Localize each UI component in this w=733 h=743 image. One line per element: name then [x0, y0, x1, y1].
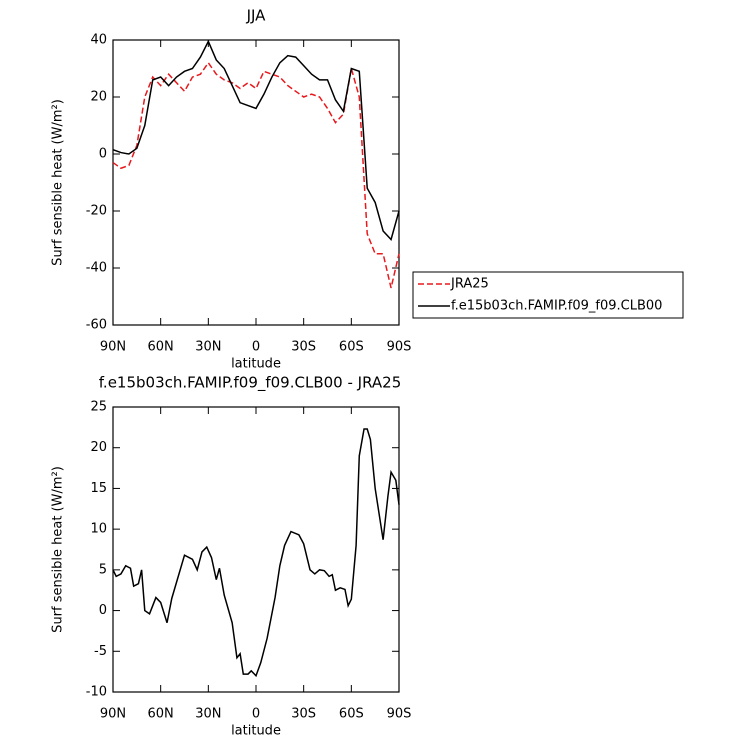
- plot-frame: [112, 39, 400, 326]
- y-tick-label: 5: [99, 562, 107, 577]
- y-tick-label: -5: [94, 644, 107, 659]
- x-tick-label: 90N: [100, 707, 126, 722]
- y-tick-label: 40: [90, 33, 107, 48]
- x-tick-label: 30S: [291, 340, 316, 355]
- legend-label: f.e15b03ch.FAMIP.f09_f09.CLB00: [451, 299, 662, 314]
- x-tick-label: 60S: [339, 340, 364, 355]
- x-tick-label: 90S: [387, 707, 412, 722]
- x-tick-label: 30S: [291, 707, 316, 722]
- y-tick-label: 20: [90, 90, 107, 105]
- x-tick-label: 90N: [100, 340, 126, 355]
- chart-title: f.e15b03ch.FAMIP.f09_f09.CLB00 - JRA25: [99, 374, 402, 393]
- data-line: [112, 428, 400, 678]
- chart-title: JJA: [246, 7, 267, 25]
- y-tick-label: -10: [86, 685, 107, 700]
- x-axis-label: latitude: [231, 724, 281, 739]
- x-tick-label: 0: [252, 707, 260, 722]
- x-tick-label: 60S: [339, 707, 364, 722]
- y-tick-label: -60: [86, 318, 107, 333]
- y-tick-label: -40: [86, 261, 107, 276]
- x-tick-label: 0: [252, 340, 260, 355]
- y-tick-label: -20: [86, 204, 107, 219]
- data-line: [112, 61, 400, 289]
- data-line: [112, 39, 400, 241]
- y-axis-label: Surf sensible heat (W/m²): [51, 99, 66, 266]
- x-tick-label: 30N: [195, 340, 221, 355]
- legend-label: JRA25: [450, 277, 489, 292]
- y-tick-label: 10: [90, 522, 107, 537]
- y-tick-label: 15: [90, 481, 107, 496]
- y-tick-label: 0: [99, 603, 107, 618]
- x-tick-label: 90S: [387, 340, 412, 355]
- y-axis-label: Surf sensible heat (W/m²): [51, 466, 66, 633]
- x-axis-label: latitude: [231, 357, 281, 372]
- y-tick-label: 20: [90, 440, 107, 455]
- x-tick-label: 30N: [195, 707, 221, 722]
- x-tick-label: 60N: [148, 707, 174, 722]
- x-tick-label: 60N: [148, 340, 174, 355]
- y-tick-label: 0: [99, 147, 107, 162]
- y-tick-label: 25: [90, 400, 107, 415]
- legend-box: [412, 271, 684, 319]
